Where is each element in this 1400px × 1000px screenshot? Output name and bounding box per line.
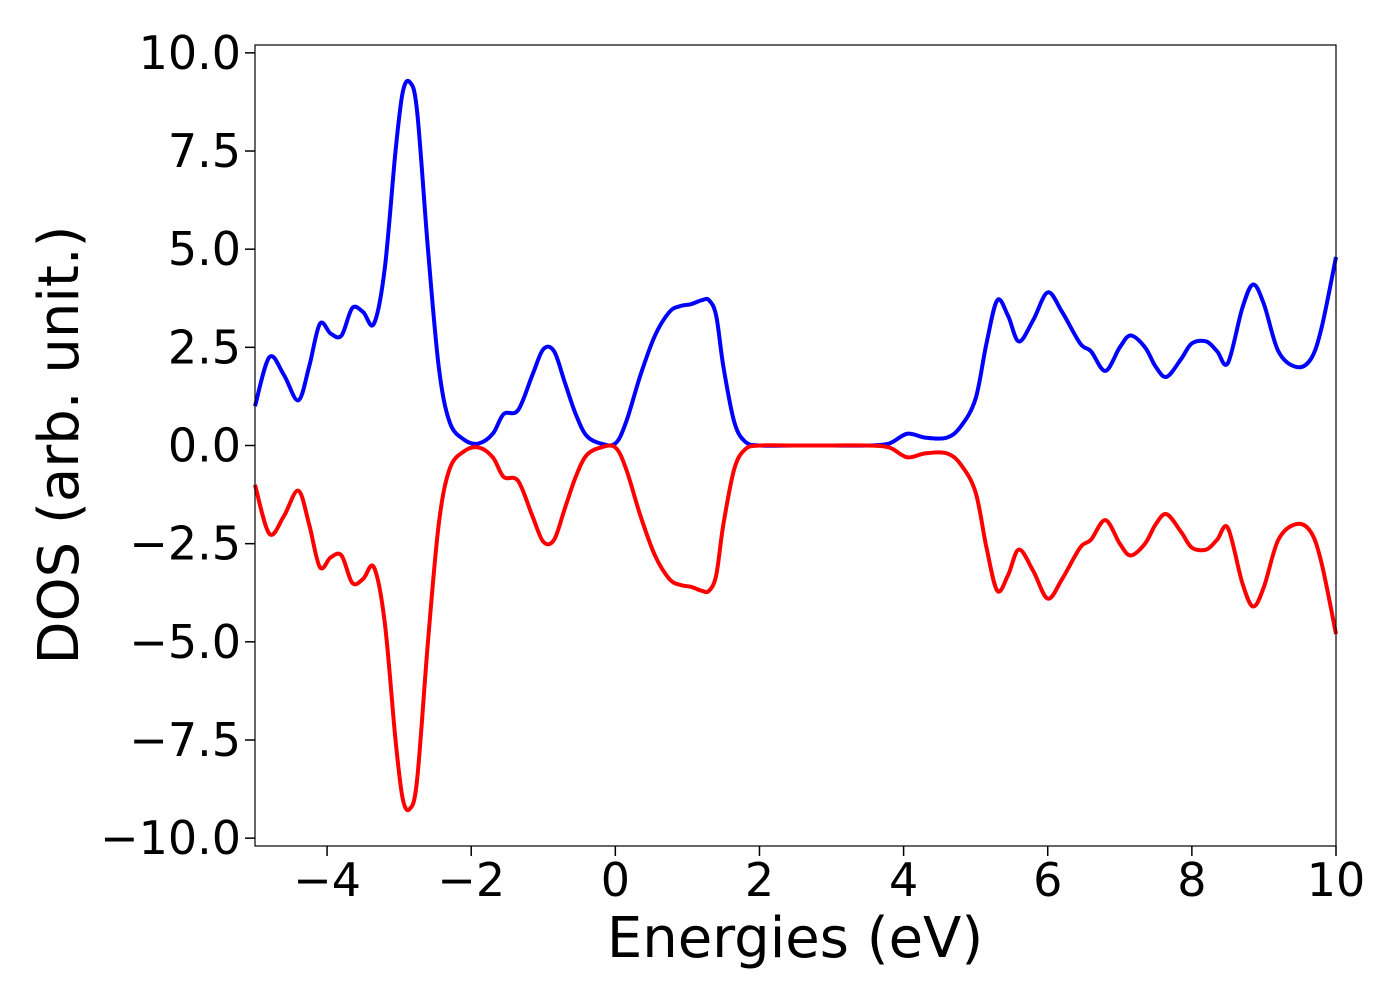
y-tick-label: −2.5	[129, 517, 241, 571]
y-axis-ticks: 10.0 7.5 5.0 2.5 0.0 −2.5 −5.0 −7.5 −10.0	[100, 26, 255, 865]
x-tick-label: −4	[293, 853, 361, 907]
x-axis-title: Energies (eV)	[607, 906, 983, 971]
dos-series-line-1	[253, 78, 1338, 448]
x-tick-label: 10	[1307, 853, 1366, 907]
x-tick-label: 6	[1033, 853, 1062, 907]
x-tick-label: −2	[437, 853, 505, 907]
y-tick-label: 7.5	[168, 124, 241, 178]
dos-series-line-2	[253, 443, 1338, 813]
y-tick-label: −5.0	[129, 615, 241, 669]
y-axis-title: DOS (arb. unit.)	[27, 225, 92, 664]
y-tick-label: −7.5	[129, 713, 241, 767]
y-tick-label: 10.0	[139, 26, 241, 80]
x-tick-label: 4	[889, 853, 918, 907]
x-tick-label: 8	[1177, 853, 1206, 907]
y-tick-label: 2.5	[168, 320, 241, 374]
x-tick-label: 2	[745, 853, 774, 907]
y-tick-label: 0.0	[168, 419, 241, 473]
x-tick-label: 0	[601, 853, 630, 907]
y-tick-label: −10.0	[100, 811, 241, 865]
plot-lines	[253, 78, 1338, 813]
x-axis-ticks: −4 −2 0 2 4 6 8 10	[293, 846, 1365, 907]
y-tick-label: 5.0	[168, 222, 241, 276]
